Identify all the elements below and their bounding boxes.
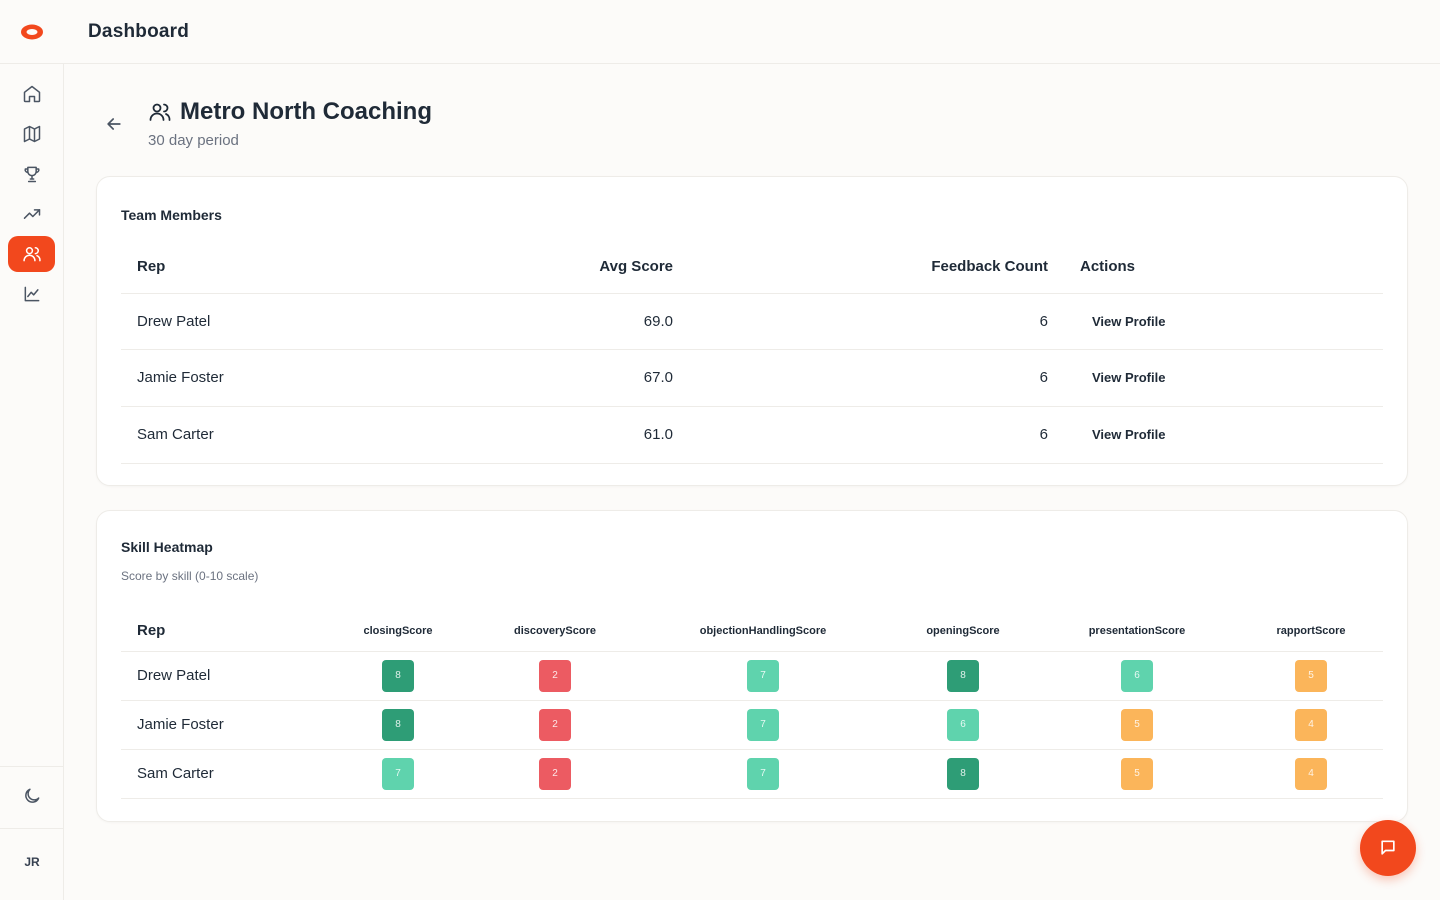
chat-button[interactable] bbox=[1360, 820, 1416, 876]
nav-map[interactable] bbox=[8, 116, 55, 152]
heatmap-cell: 8 bbox=[947, 757, 979, 790]
sidebar-divider bbox=[0, 766, 63, 767]
rep-name: Jamie Foster bbox=[121, 349, 581, 407]
heatmap-cell: 7 bbox=[382, 757, 414, 790]
back-arrow-icon[interactable] bbox=[104, 114, 124, 134]
heatmap-cell: 4 bbox=[1295, 708, 1327, 741]
top-bar: Dashboard bbox=[0, 0, 1440, 64]
column-header: Actions bbox=[1048, 241, 1383, 294]
card-title: Skill Heatmap bbox=[121, 539, 213, 555]
team-members-card: Team Members Rep Avg Score Feedback Coun… bbox=[96, 176, 1408, 486]
heatmap-cell: 6 bbox=[947, 708, 979, 741]
nav-analytics[interactable] bbox=[8, 276, 55, 312]
heatmap-cell: 5 bbox=[1121, 757, 1153, 790]
nav-trending[interactable] bbox=[8, 196, 55, 232]
column-header: Rep bbox=[121, 241, 581, 294]
heatmap-row: Jamie Foster 8 2 7 6 5 4 bbox=[121, 700, 1383, 750]
theme-toggle[interactable] bbox=[8, 778, 55, 814]
heatmap-cell: 2 bbox=[539, 708, 571, 741]
card-title: Team Members bbox=[121, 207, 222, 223]
skill-header: openingScore bbox=[891, 611, 1035, 652]
view-profile-link[interactable]: View Profile bbox=[1092, 370, 1166, 385]
avatar[interactable]: JR bbox=[24, 855, 40, 869]
avg-score: 61.0 bbox=[581, 406, 673, 464]
heatmap-cell: 7 bbox=[747, 659, 779, 692]
heatmap-row: Sam Carter 7 2 7 8 5 4 bbox=[121, 749, 1383, 799]
nav-trophy[interactable] bbox=[8, 156, 55, 192]
view-profile-link[interactable]: View Profile bbox=[1092, 427, 1166, 442]
sidebar-divider bbox=[0, 828, 63, 829]
users-icon bbox=[149, 103, 171, 121]
table-row: Sam Carter 61.0 6 View Profile bbox=[121, 406, 1383, 464]
heatmap-cell: 5 bbox=[1295, 659, 1327, 692]
skill-header: rapportScore bbox=[1239, 611, 1383, 652]
feedback-count: 6 bbox=[673, 406, 1048, 464]
rep-name: Sam Carter bbox=[121, 406, 581, 464]
skill-header: discoveryScore bbox=[475, 611, 635, 652]
feedback-count: 6 bbox=[673, 293, 1048, 350]
heatmap-cell: 7 bbox=[747, 757, 779, 790]
table-row: Jamie Foster 67.0 6 View Profile bbox=[121, 349, 1383, 407]
heatmap-cell: 8 bbox=[382, 659, 414, 692]
logo-icon[interactable] bbox=[19, 22, 45, 42]
heatmap-cell: 8 bbox=[947, 659, 979, 692]
heatmap-cell: 6 bbox=[1121, 659, 1153, 692]
heatmap-cell: 4 bbox=[1295, 757, 1327, 790]
skill-header: closingScore bbox=[321, 611, 475, 652]
column-header: Avg Score bbox=[581, 241, 673, 294]
moon-icon bbox=[24, 788, 39, 803]
card-subtitle: Score by skill (0-10 scale) bbox=[121, 569, 259, 583]
home-icon bbox=[23, 85, 40, 103]
feedback-count: 6 bbox=[673, 349, 1048, 407]
rep-name: Drew Patel bbox=[121, 651, 321, 701]
heatmap-cell: 2 bbox=[539, 659, 571, 692]
heatmap-row: Drew Patel 8 2 7 8 6 5 bbox=[121, 651, 1383, 701]
heatmap-cell: 5 bbox=[1121, 708, 1153, 741]
skill-header: presentationScore bbox=[1035, 611, 1239, 652]
page-subtitle: 30 day period bbox=[148, 132, 239, 149]
column-header: Rep bbox=[121, 611, 321, 652]
avg-score: 67.0 bbox=[581, 349, 673, 407]
rep-name: Sam Carter bbox=[121, 749, 321, 799]
page-title: Metro North Coaching bbox=[180, 98, 432, 125]
skill-header: objectionHandlingScore bbox=[635, 611, 891, 652]
heatmap-table: Rep closingScore discoveryScore objectio… bbox=[121, 611, 1383, 799]
column-header: Feedback Count bbox=[673, 241, 1048, 294]
heatmap-cell: 2 bbox=[539, 757, 571, 790]
chat-icon bbox=[1381, 840, 1395, 855]
heatmap-cell: 7 bbox=[747, 708, 779, 741]
table-row: Drew Patel 69.0 6 View Profile bbox=[121, 293, 1383, 350]
heatmap-cell: 8 bbox=[382, 708, 414, 741]
team-table: Rep Avg Score Feedback Count Actions Dre… bbox=[121, 241, 1383, 464]
map-icon bbox=[23, 125, 40, 143]
avg-score: 69.0 bbox=[581, 293, 673, 350]
line-chart-icon bbox=[24, 286, 39, 302]
nav-team[interactable] bbox=[8, 236, 55, 272]
view-profile-link[interactable]: View Profile bbox=[1092, 313, 1166, 329]
users-icon bbox=[22, 247, 41, 262]
rep-name: Jamie Foster bbox=[121, 700, 321, 750]
skill-heatmap-card: Skill Heatmap Score by skill (0-10 scale… bbox=[96, 510, 1408, 822]
rep-name: Drew Patel bbox=[121, 293, 581, 350]
sidebar: JR bbox=[0, 64, 64, 900]
trending-up-icon bbox=[23, 209, 40, 219]
trophy-icon bbox=[23, 166, 40, 183]
app-title: Dashboard bbox=[88, 21, 190, 42]
nav-home[interactable] bbox=[8, 76, 55, 112]
